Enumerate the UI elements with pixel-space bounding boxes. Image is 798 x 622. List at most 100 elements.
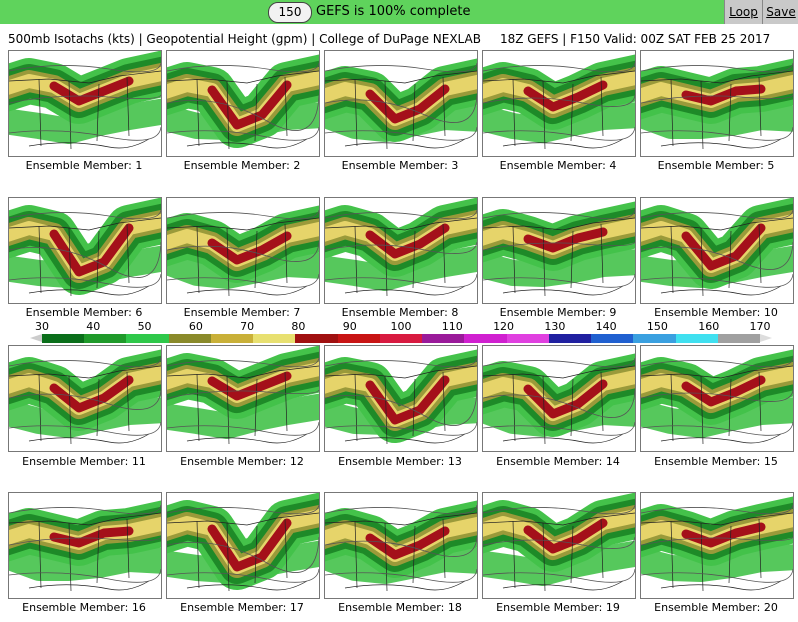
ensemble-member-caption: Ensemble Member: 3 xyxy=(341,159,459,172)
isotach-map-image xyxy=(167,51,319,156)
ensemble-member-map[interactable] xyxy=(166,492,320,599)
isotach-map-image xyxy=(641,51,793,156)
isotach-map-image xyxy=(483,51,635,156)
scale-tick-label: 140 xyxy=(595,320,617,333)
ensemble-member-caption: Ensemble Member: 15 xyxy=(654,455,778,468)
isotach-map-image xyxy=(9,51,161,156)
isotach-map-image xyxy=(325,346,477,451)
save-button[interactable]: Save xyxy=(762,0,798,24)
run-valid-time: 18Z GEFS | F150 Valid: 00Z SAT FEB 25 20… xyxy=(500,32,771,46)
scale-color-swatch xyxy=(379,334,423,343)
scale-color-swatch xyxy=(506,334,550,343)
product-title: 500mb Isotachs (kts) | Geopotential Heig… xyxy=(8,32,481,46)
scale-color-swatch xyxy=(168,334,212,343)
ensemble-member-map[interactable] xyxy=(8,492,162,599)
ensemble-member-map[interactable] xyxy=(8,50,162,157)
scale-tick-label: 30 xyxy=(35,320,49,333)
scale-tick-label: 130 xyxy=(544,320,566,333)
ensemble-member-map[interactable] xyxy=(324,345,478,452)
ensemble-member-caption: Ensemble Member: 6 xyxy=(25,306,143,319)
scale-color-swatch xyxy=(548,334,592,343)
top-toolbar: 150 GEFS is 100% complete Loop Save xyxy=(0,0,798,24)
ensemble-member-caption: Ensemble Member: 2 xyxy=(183,159,301,172)
scale-tick-label: 100 xyxy=(390,320,412,333)
ensemble-member-caption: Ensemble Member: 7 xyxy=(183,306,301,319)
ensemble-member-map[interactable] xyxy=(8,197,162,304)
ensemble-member-caption: Ensemble Member: 11 xyxy=(22,455,146,468)
ensemble-member-map[interactable] xyxy=(324,197,478,304)
isotach-map-image xyxy=(483,346,635,451)
ensemble-member-caption: Ensemble Member: 4 xyxy=(499,159,617,172)
ensemble-member-caption: Ensemble Member: 18 xyxy=(338,601,462,614)
ensemble-member-map[interactable] xyxy=(8,345,162,452)
ensemble-member-map[interactable] xyxy=(482,492,636,599)
isotach-map-image xyxy=(9,198,161,303)
scale-tick-label: 90 xyxy=(342,320,357,333)
isotach-map-image xyxy=(9,346,161,451)
ensemble-member-map[interactable] xyxy=(166,197,320,304)
forecast-hour-input[interactable]: 150 xyxy=(268,2,312,23)
isotach-map-image xyxy=(641,346,793,451)
ensemble-member-map[interactable] xyxy=(324,492,478,599)
scale-color-swatch xyxy=(42,334,85,343)
ensemble-member-map[interactable] xyxy=(166,50,320,157)
isotach-map-image xyxy=(325,198,477,303)
ensemble-member-map[interactable] xyxy=(482,345,636,452)
loop-button[interactable]: Loop xyxy=(724,0,762,24)
scale-tick-label: 170 xyxy=(749,320,771,333)
model-status-text: GEFS is 100% complete xyxy=(316,4,471,19)
isotach-map-image xyxy=(167,346,319,451)
ensemble-member-map[interactable] xyxy=(640,50,794,157)
isotach-map-image xyxy=(167,493,319,598)
isotach-map-image xyxy=(641,493,793,598)
ensemble-member-caption: Ensemble Member: 16 xyxy=(22,601,146,614)
isotach-map-image xyxy=(641,198,793,303)
isotach-map-image xyxy=(167,198,319,303)
ensemble-member-caption: Ensemble Member: 9 xyxy=(499,306,617,319)
ensemble-member-caption: Ensemble Member: 10 xyxy=(654,306,778,319)
scale-color-swatch xyxy=(422,334,465,343)
ensemble-member-caption: Ensemble Member: 19 xyxy=(496,601,620,614)
scale-color-swatch xyxy=(295,334,339,343)
scale-tick-label: 80 xyxy=(291,320,306,333)
ensemble-member-map[interactable] xyxy=(640,345,794,452)
scale-right-arrow xyxy=(760,334,772,342)
ensemble-member-map[interactable] xyxy=(640,197,794,304)
ensemble-member-map[interactable] xyxy=(166,345,320,452)
scale-tick-label: 50 xyxy=(137,320,152,333)
scale-tick-label: 60 xyxy=(188,320,203,333)
ensemble-member-caption: Ensemble Member: 12 xyxy=(180,455,304,468)
scale-color-swatch xyxy=(591,334,634,343)
ensemble-member-map[interactable] xyxy=(482,197,636,304)
isotach-map-image xyxy=(325,51,477,156)
scale-color-swatch xyxy=(633,334,677,343)
isotach-map-image xyxy=(325,493,477,598)
isotach-map-image xyxy=(483,493,635,598)
scale-color-swatch xyxy=(464,334,508,343)
scale-color-swatch xyxy=(253,334,296,343)
ensemble-member-map[interactable] xyxy=(640,492,794,599)
ensemble-member-caption: Ensemble Member: 1 xyxy=(25,159,143,172)
ensemble-member-caption: Ensemble Member: 14 xyxy=(496,455,620,468)
isotach-map-image xyxy=(483,198,635,303)
scale-color-swatch xyxy=(675,334,719,343)
scale-tick-label: 110 xyxy=(441,320,463,333)
ensemble-member-caption: Ensemble Member: 5 xyxy=(657,159,775,172)
ensemble-member-caption: Ensemble Member: 8 xyxy=(341,306,459,319)
isotach-map-image xyxy=(9,493,161,598)
ensemble-member-caption: Ensemble Member: 13 xyxy=(338,455,462,468)
scale-color-swatch xyxy=(337,334,381,343)
scale-color-swatch xyxy=(717,334,761,343)
scale-color-swatch xyxy=(210,334,254,343)
scale-color-swatch xyxy=(84,334,127,343)
ensemble-member-caption: Ensemble Member: 20 xyxy=(654,601,778,614)
ensemble-member-map[interactable] xyxy=(324,50,478,157)
scale-tick-label: 70 xyxy=(240,320,255,333)
scale-color-swatch xyxy=(126,334,170,343)
scale-tick-label: 120 xyxy=(493,320,515,333)
scale-tick-label: 150 xyxy=(646,320,668,333)
scale-left-arrow xyxy=(30,334,42,342)
scale-tick-label: 160 xyxy=(698,320,720,333)
scale-tick-label: 40 xyxy=(86,320,101,333)
ensemble-member-map[interactable] xyxy=(482,50,636,157)
